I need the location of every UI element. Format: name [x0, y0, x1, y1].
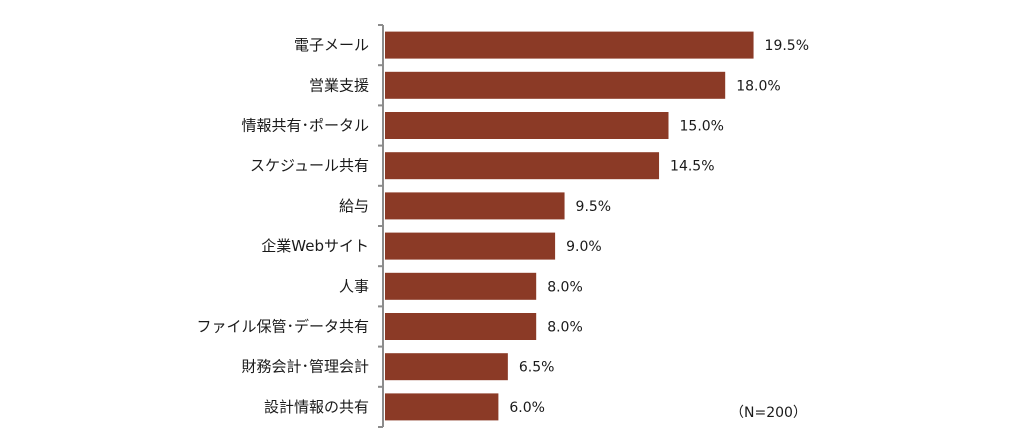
value-label: 9.5% [576, 199, 612, 215]
bar [385, 353, 508, 381]
value-label: 9.0% [566, 239, 602, 255]
category-label: ファイル保管･データ共有 [196, 318, 369, 336]
bar [385, 393, 499, 421]
value-label: 19.5% [765, 38, 809, 54]
category-labels: 電子メール営業支援情報共有･ポータルスケジュール共有給与企業Webサイト人事ファ… [196, 36, 369, 416]
bar [385, 112, 669, 139]
category-label: 企業Webサイト [261, 237, 369, 255]
bar [385, 31, 754, 59]
value-label: 15.0% [680, 119, 724, 135]
value-label: 8.0% [547, 279, 583, 295]
value-label: 18.0% [736, 78, 780, 94]
category-label: 人事 [339, 277, 369, 295]
bar [385, 152, 660, 180]
value-label: 14.5% [670, 159, 714, 175]
category-label: 電子メール [294, 36, 369, 54]
bar [385, 192, 565, 220]
category-label: 設計情報の共有 [264, 398, 369, 416]
value-label: 8.0% [547, 320, 583, 336]
category-label: 財務会計･管理会計 [241, 358, 369, 376]
axis-ticks [378, 24, 383, 428]
category-label: スケジュール共有 [250, 157, 369, 175]
value-label: 6.0% [509, 400, 545, 416]
bar [385, 71, 726, 99]
value-labels: 19.5% 18.0% 15.0% 14.5% 9.5% 9.0% 8.0% 8.0% 6.5%… [509, 38, 809, 416]
sample-size-note: （N=200） [730, 405, 807, 421]
bar [385, 272, 537, 300]
bar [385, 232, 556, 260]
category-label: 営業支援 [309, 76, 369, 94]
category-label: 情報共有･ポータル [241, 117, 369, 135]
category-label: 給与 [339, 197, 369, 215]
bar [385, 313, 537, 340]
value-label: 6.5% [519, 360, 555, 376]
bars-group [385, 31, 754, 421]
